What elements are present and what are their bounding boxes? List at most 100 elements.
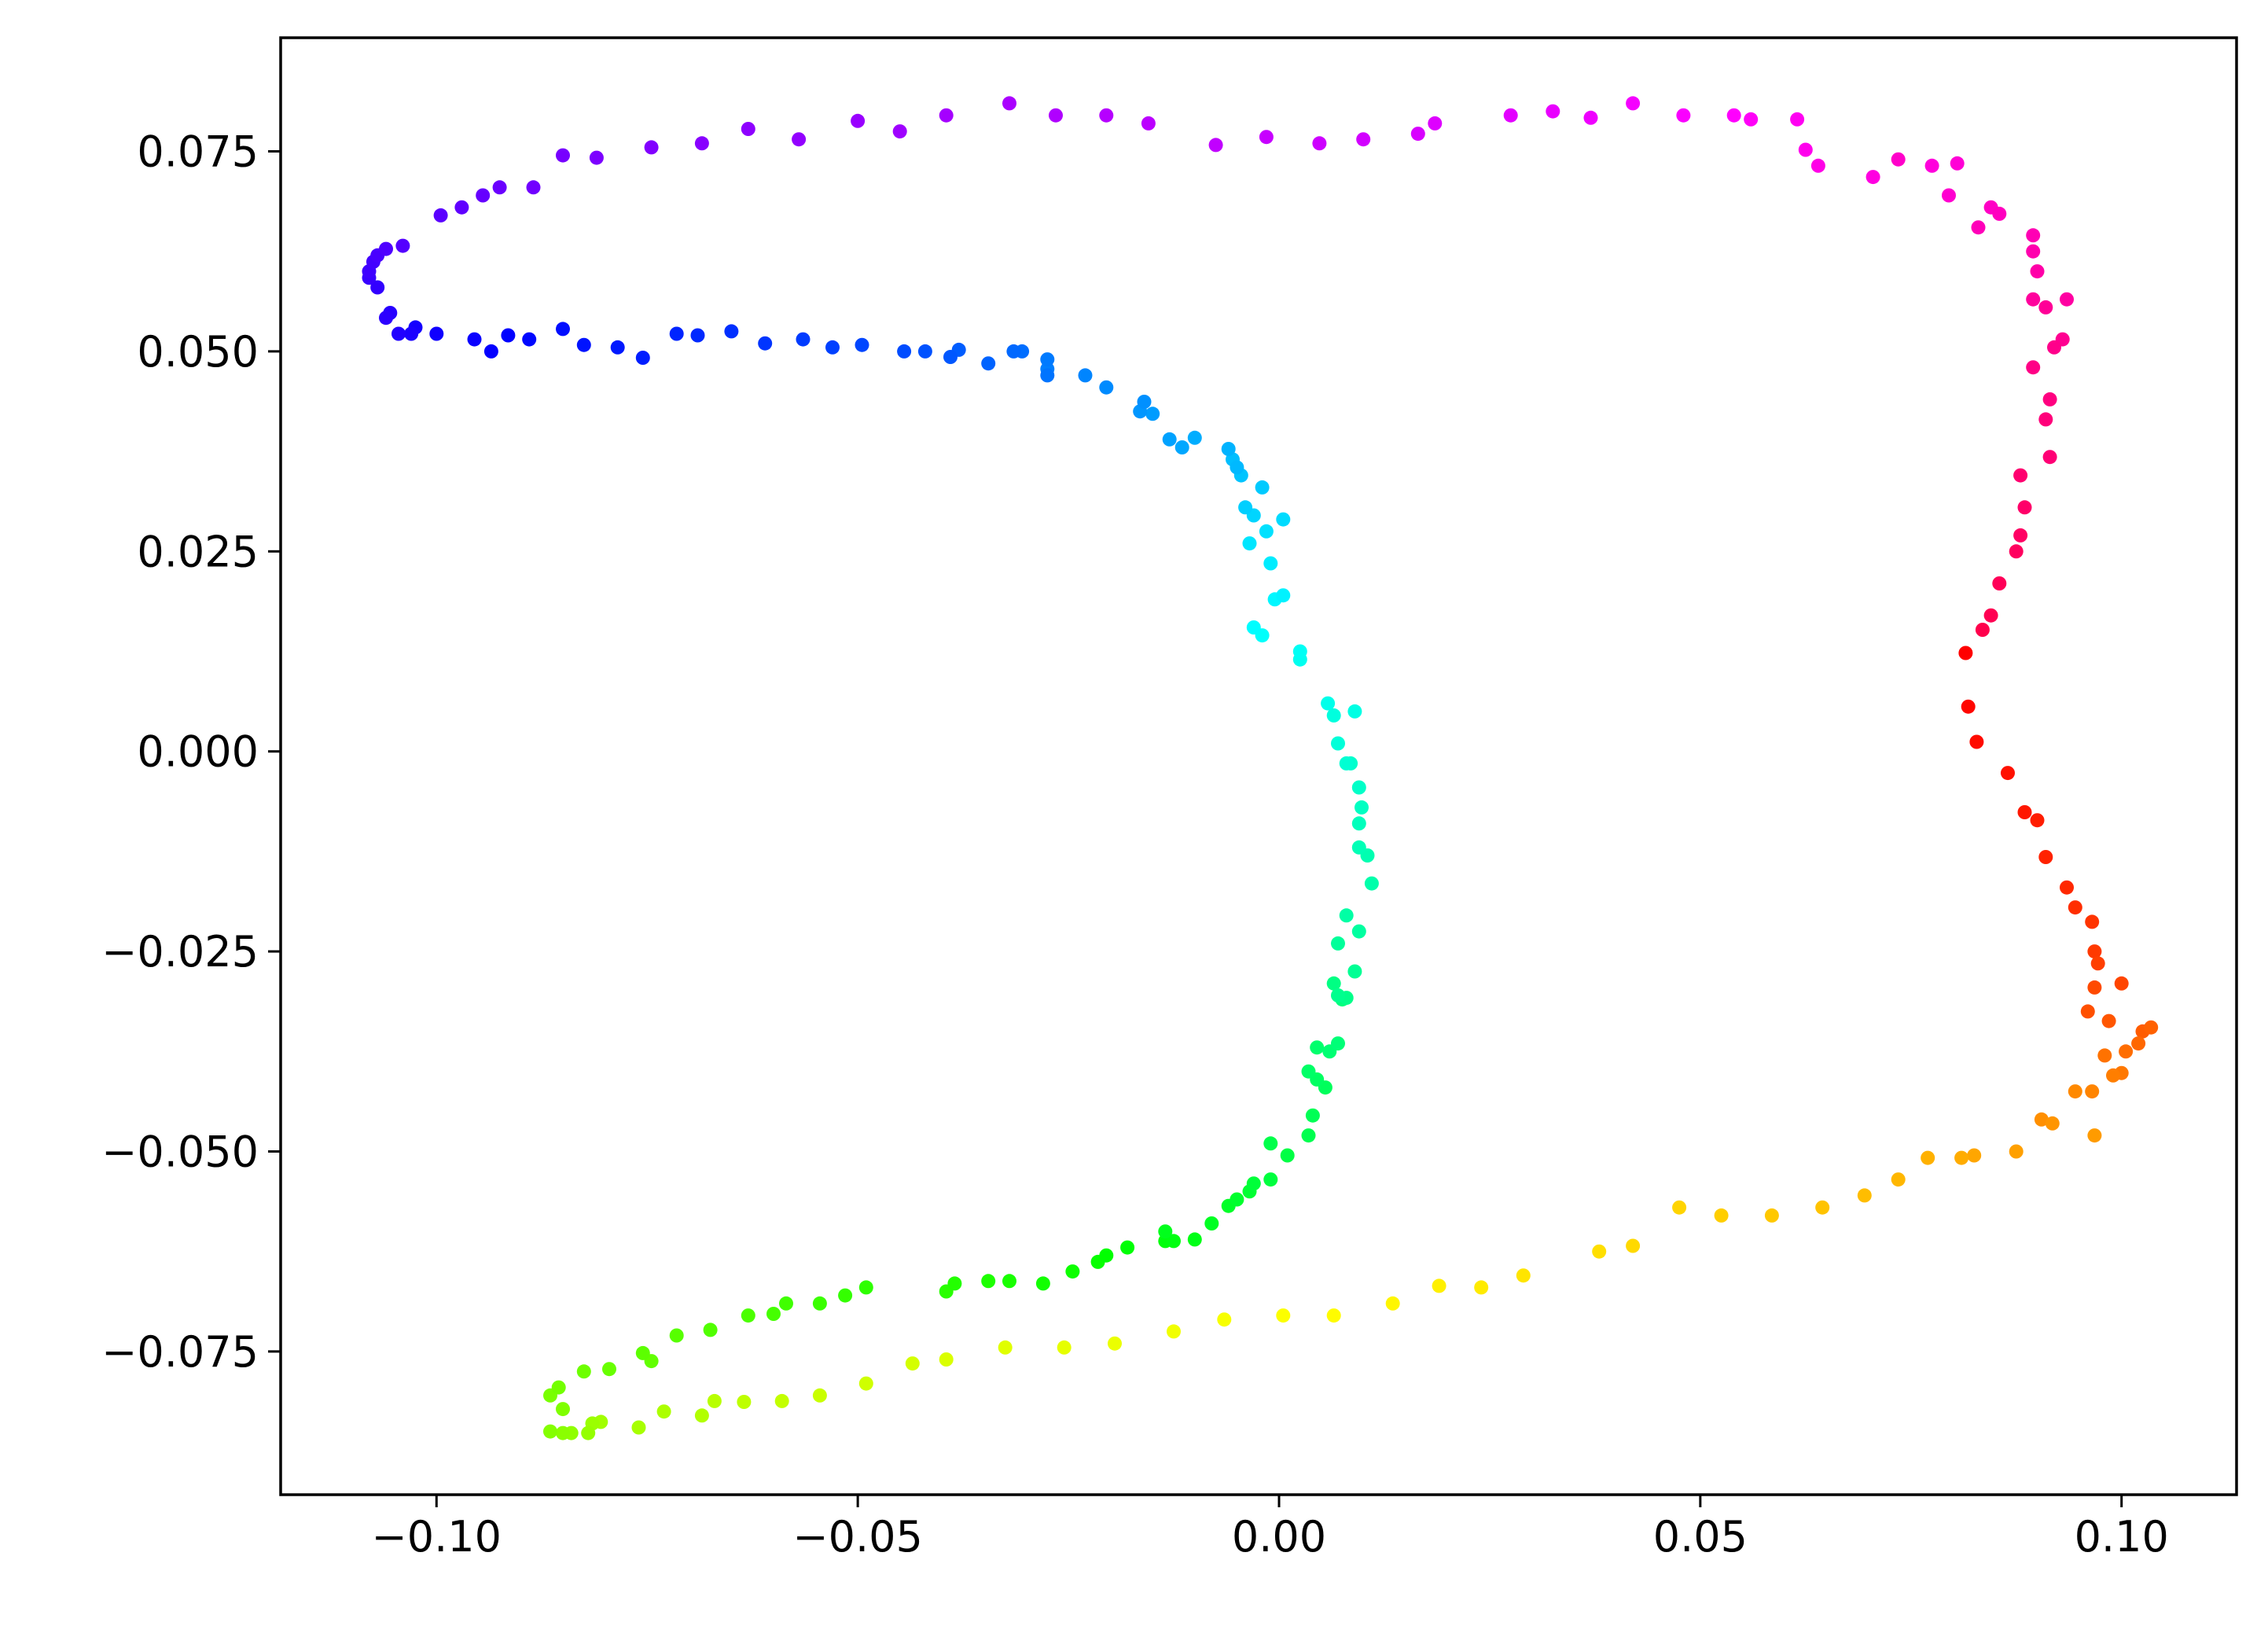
data-point [379, 311, 393, 326]
data-point [1292, 644, 1307, 659]
data-point [1790, 112, 1805, 127]
data-point [1187, 430, 1202, 445]
data-point [1969, 734, 1984, 749]
data-point [1049, 108, 1063, 123]
data-point [1158, 1224, 1173, 1239]
data-point [556, 1402, 570, 1417]
data-point [1242, 536, 1257, 551]
data-point [2131, 1036, 2146, 1051]
data-point [2030, 264, 2045, 279]
data-point [556, 148, 570, 163]
data-point [1006, 344, 1021, 359]
data-point [1546, 104, 1560, 119]
data-point [2060, 880, 2074, 895]
data-point [1351, 840, 1366, 855]
data-point [391, 326, 406, 341]
data-point [1503, 108, 1518, 123]
data-point [1167, 1324, 1181, 1339]
data-point [792, 132, 807, 147]
data-point [1950, 156, 1965, 171]
data-point [1301, 1064, 1316, 1079]
data-point [2026, 292, 2041, 307]
data-point [1339, 908, 1354, 923]
points-layer [362, 96, 2159, 1440]
y-tick-label: −0.075 [101, 1327, 259, 1377]
data-point [1347, 964, 1362, 979]
data-point [2001, 766, 2015, 781]
data-point [858, 1376, 873, 1391]
y-tick-label: 0.075 [137, 127, 259, 176]
data-point [1331, 936, 1345, 951]
data-point [1187, 1232, 1202, 1247]
data-point [551, 1380, 566, 1395]
data-point [1263, 1136, 1278, 1151]
data-point [526, 180, 541, 195]
plot-area [281, 38, 2237, 1495]
data-point [694, 136, 709, 151]
data-point [576, 337, 591, 352]
data-point [1798, 142, 1813, 157]
data-point [669, 326, 684, 341]
data-point [741, 122, 755, 136]
data-point [2017, 500, 2032, 515]
data-point [1971, 220, 1986, 235]
data-point [395, 238, 410, 253]
data-point [1992, 576, 2007, 590]
data-point [1246, 620, 1261, 635]
data-point [1676, 108, 1691, 123]
data-point [690, 328, 705, 343]
data-point [581, 1426, 596, 1440]
data-point [433, 208, 448, 223]
data-point [855, 337, 869, 352]
data-point [1326, 708, 1341, 723]
data-point [1583, 110, 1598, 125]
data-point [2087, 980, 2102, 995]
data-point [2045, 1116, 2060, 1131]
data-point [669, 1328, 684, 1343]
data-point [1230, 460, 1244, 475]
data-point [631, 1420, 646, 1435]
data-point [1857, 1188, 1872, 1203]
data-point [1474, 1280, 1489, 1295]
data-point [1002, 96, 1016, 111]
data-point [1259, 130, 1274, 145]
y-tick-label: 0.000 [137, 727, 259, 777]
data-point [1310, 1040, 1325, 1055]
data-point [812, 1388, 827, 1403]
data-point [1162, 432, 1177, 447]
data-point [492, 180, 507, 195]
data-point [939, 1352, 954, 1367]
axis-ticks: −0.10 −0.05 0.00 0.05 0.10 −0.075 −0.050 −0.025… [101, 127, 2169, 1562]
data-point [1276, 1308, 1291, 1323]
data-point [1120, 1240, 1135, 1255]
data-point [838, 1288, 853, 1303]
data-point [1815, 1200, 1830, 1215]
data-point [1958, 646, 1973, 660]
data-point [939, 108, 954, 123]
data-point [858, 1280, 873, 1295]
data-point [483, 344, 498, 359]
data-point [2038, 412, 2053, 427]
y-tick-label: 0.025 [137, 527, 259, 576]
data-point [1356, 132, 1371, 147]
data-point [2097, 1048, 2112, 1063]
data-point [1167, 1234, 1181, 1249]
data-point [1099, 380, 1114, 395]
data-point [556, 1426, 570, 1440]
data-point [1364, 876, 1379, 891]
data-point [2009, 544, 2024, 559]
data-point [2090, 956, 2105, 971]
data-point [947, 1276, 962, 1291]
data-point [1924, 158, 1939, 173]
data-point [1263, 556, 1278, 571]
data-point [404, 326, 419, 341]
data-point [1339, 756, 1354, 771]
data-point [1040, 368, 1055, 383]
data-point [1891, 1172, 1906, 1187]
data-point [1002, 1274, 1016, 1289]
data-point [2119, 1044, 2134, 1059]
data-point [796, 332, 811, 347]
data-point [703, 1323, 718, 1337]
